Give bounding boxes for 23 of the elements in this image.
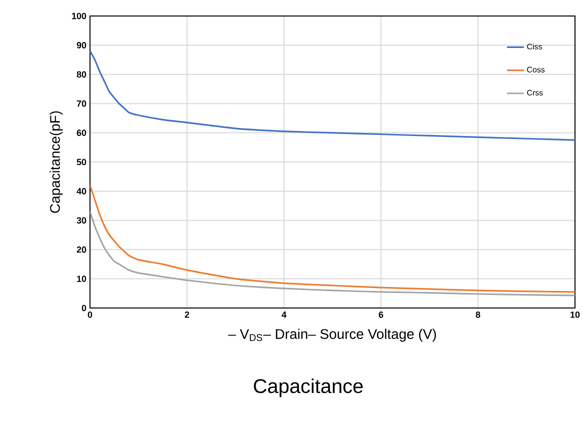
y-tick-label: 10 — [77, 276, 86, 282]
x-tick-label: 6 — [378, 312, 384, 318]
x-axis-title: – V$_{DS}$– Drain– Source Voltage (V) — [228, 328, 436, 342]
x-tick-label: 0 — [88, 312, 92, 318]
y-tick-label: 20 — [76, 246, 86, 253]
y-tick-label: 50 — [76, 158, 86, 166]
line-series — [90, 210, 576, 296]
y-tick-label: 60 — [76, 130, 86, 136]
x-tick-label: 8 — [476, 312, 480, 318]
x-tick-label: 4 — [282, 312, 286, 318]
y-tick-label: 0 — [82, 304, 86, 312]
y-tick-label: 70 — [76, 100, 86, 107]
text: Capacitance — [254, 378, 363, 398]
y-tick-label: 100 — [72, 12, 86, 20]
line-series — [90, 50, 576, 141]
x-tick-label: 2 — [184, 312, 190, 318]
y-tick-label: 80 — [76, 71, 86, 78]
x-tick-label: 10 — [570, 312, 580, 318]
y-tick-label: 40 — [76, 188, 86, 194]
y-tick-label: 30 — [76, 217, 86, 224]
y-axis-title: Capacitance(pF) — [50, 111, 63, 213]
y-tick-label: 90 — [76, 42, 86, 48]
line-series — [90, 184, 576, 293]
